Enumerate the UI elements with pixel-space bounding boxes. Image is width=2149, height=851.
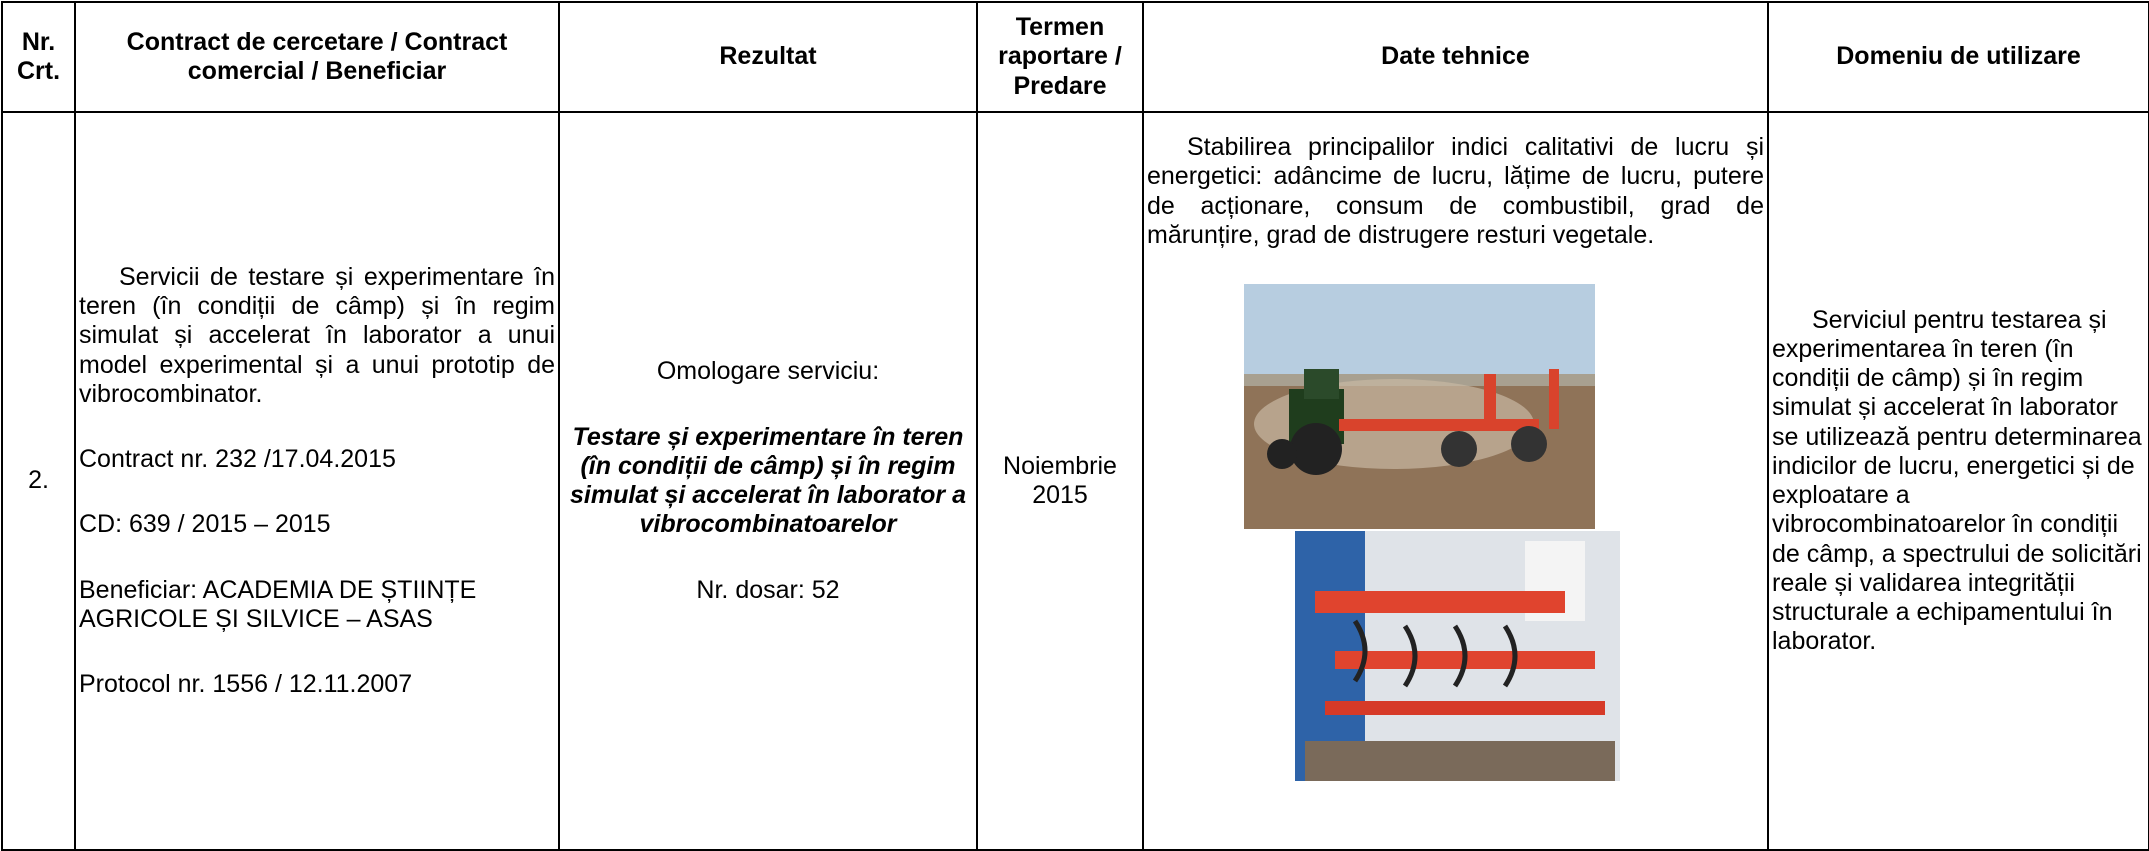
- header-cell: Domeniu de utilizare: [1767, 1, 2149, 113]
- paragraph: Protocol nr. 1556 / 12.11.2007: [79, 670, 413, 698]
- header-cell: Contract de cercetare / Contract comerci…: [74, 1, 560, 113]
- domeniu-cell: Serviciul pentru testarea și experimenta…: [1767, 111, 2149, 851]
- paragraph: Stabilirea principalilor indici calitati…: [1147, 133, 1764, 249]
- photo-field: [1244, 284, 1595, 529]
- header-cell: Termen raportare / Predare: [976, 1, 1144, 113]
- rezultat-cell: Omologare serviciu: Testare și experimen…: [558, 111, 978, 851]
- header-row: Nr. Crt. Contract de cercetare / Contrac…: [1, 1, 2149, 113]
- paragraph: Servicii de testare și experimentare în …: [79, 262, 555, 408]
- paragraph: CD: 639 / 2015 – 2015: [79, 510, 331, 539]
- paragraph: Nr. dosar: 52: [696, 575, 840, 604]
- header-cell: Rezultat: [558, 1, 978, 113]
- termen-cell: Noiembrie 2015: [976, 111, 1144, 851]
- date-tehnice-cell: Stabilirea principalilor indici calitati…: [1142, 111, 1769, 851]
- data-row: 2. Servicii de testare și experimentare …: [1, 111, 2149, 851]
- paragraph: Serviciul pentru testarea și experimenta…: [1772, 305, 2142, 656]
- contract-cell: Servicii de testare și experimentare în …: [74, 111, 560, 851]
- paragraph: Contract nr. 232 /17.04.2015: [79, 445, 396, 473]
- paragraph: Testare și experimentare în teren (în co…: [570, 422, 966, 539]
- paragraph: Omologare serviciu:: [656, 357, 880, 386]
- header-cell: Date tehnice: [1142, 1, 1769, 113]
- paragraph: Beneficiar: ACADEMIA DE ȘTIINȚE AGRICOLE…: [79, 575, 477, 633]
- header-cell: Nr. Crt.: [1, 1, 76, 113]
- photo-lab: [1295, 531, 1620, 781]
- nr-cell: 2.: [1, 111, 76, 851]
